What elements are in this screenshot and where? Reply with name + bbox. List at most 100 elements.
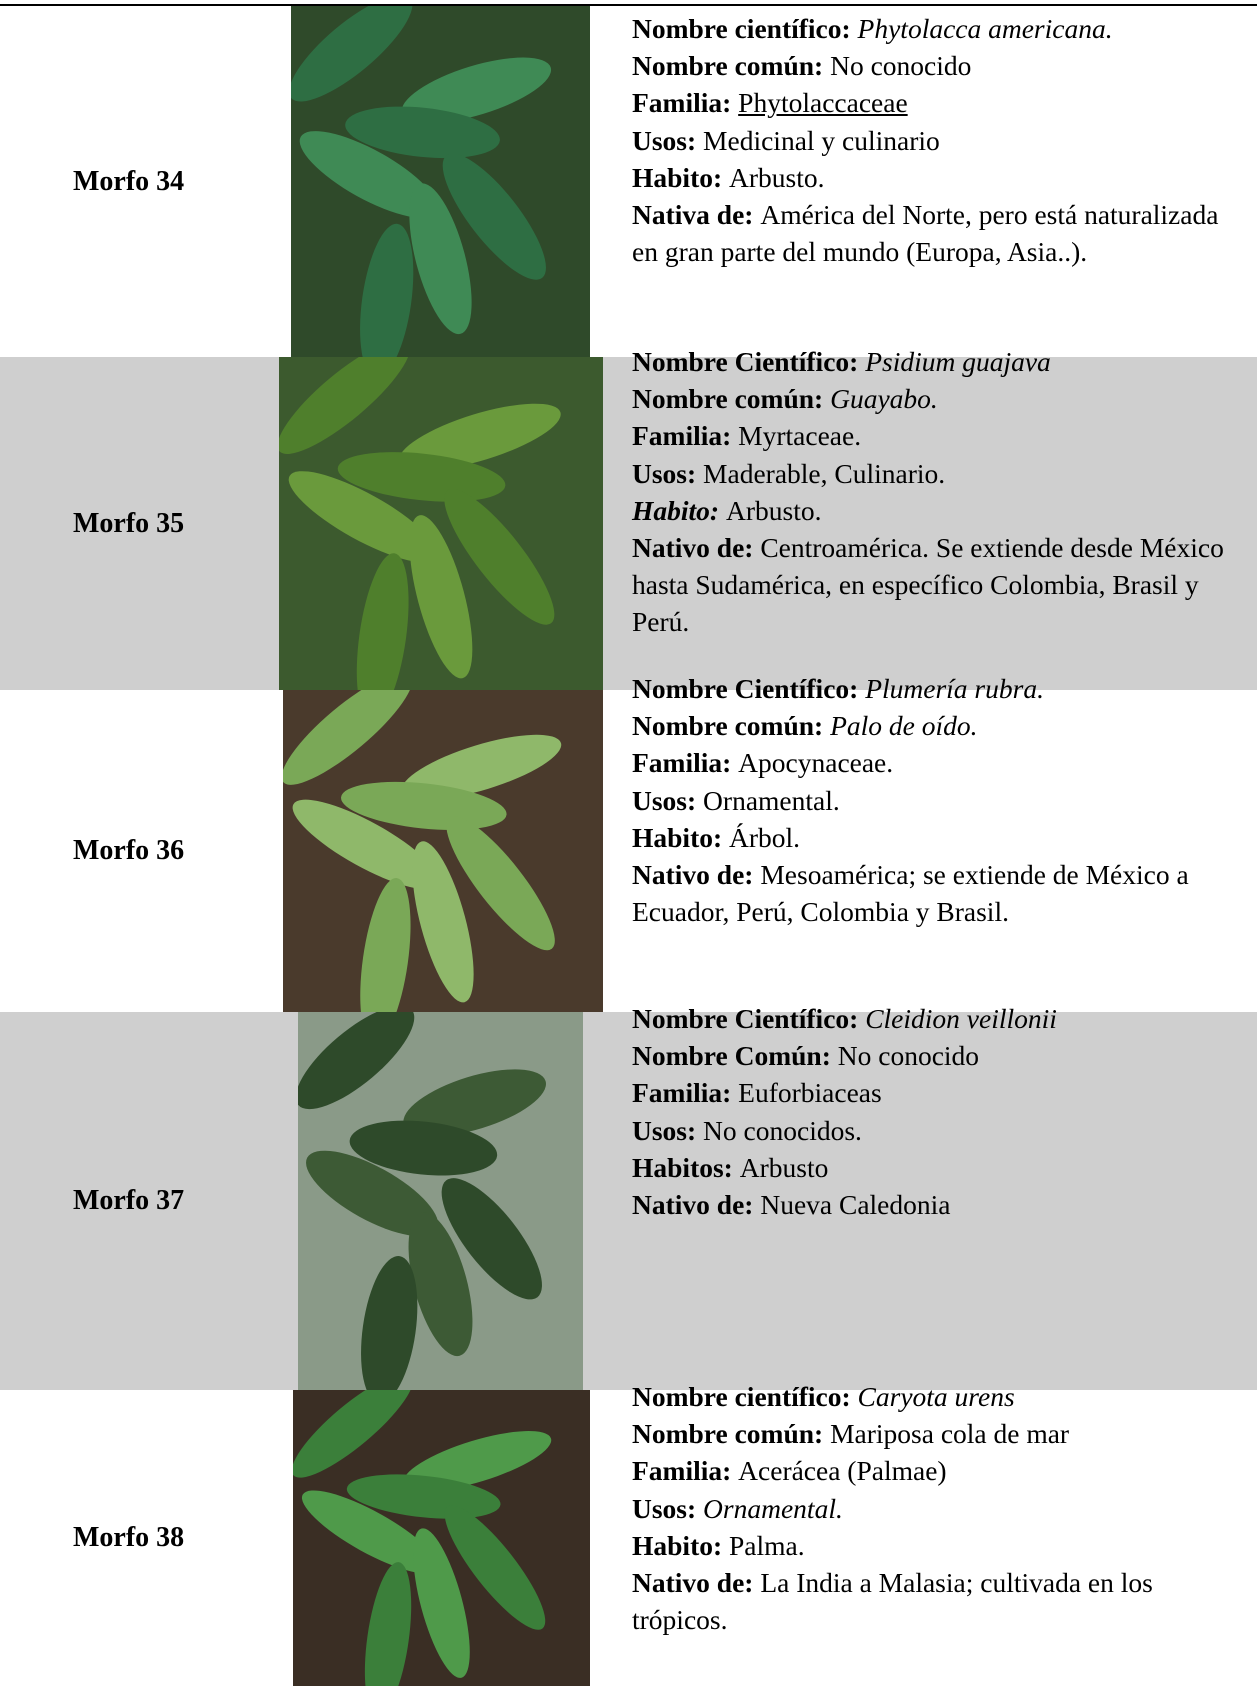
field: Familia: Phytolaccaceae bbox=[632, 84, 1244, 121]
field-label: Usos: bbox=[632, 1492, 697, 1524]
field: Nativo de: Nueva Caledonia bbox=[632, 1186, 1244, 1223]
field-label: Nombre científico: bbox=[632, 1381, 851, 1412]
field-value: Centroamérica. Se extiende desde México … bbox=[632, 532, 1224, 638]
field: Nombre Científico: Plumería rubra. bbox=[632, 670, 1244, 707]
field: Familia: Myrtaceae. bbox=[632, 417, 1244, 454]
morfo-label: Morfo 36 bbox=[73, 835, 185, 866]
field-label: Nativo de: bbox=[632, 532, 754, 564]
field-label: Nombre común: bbox=[632, 50, 824, 82]
field: Nombre Científico: Cleidion veillonii bbox=[632, 1000, 1244, 1037]
field-value: Palo de oído. bbox=[830, 710, 978, 742]
photo-art bbox=[279, 357, 603, 690]
field-value: Arbusto. bbox=[729, 161, 825, 193]
description: Nombre científico: Phytolacca americana. N… bbox=[632, 10, 1244, 270]
field-value: América del Norte, pero está naturalizad… bbox=[632, 199, 1219, 268]
field-value: Nueva Caledonia bbox=[760, 1189, 951, 1221]
field-label: Nombre científico: bbox=[632, 13, 851, 44]
description: Nombre Científico: Cleidion veillonii Nomb… bbox=[632, 1000, 1244, 1223]
field-value: Medicinal y culinario bbox=[703, 124, 940, 156]
field-value: Apocynaceae. bbox=[738, 747, 894, 779]
field: Habitos: Arbusto bbox=[632, 1149, 1244, 1186]
field: Habito: Arbusto. bbox=[632, 492, 1244, 529]
plant-photo bbox=[293, 1390, 590, 1686]
field-label: Familia: bbox=[632, 420, 732, 452]
field-value: Plumería rubra. bbox=[865, 673, 1044, 704]
field: Nombre científico: Phytolacca americana. bbox=[632, 10, 1244, 47]
field-value: Mariposa cola de mar bbox=[830, 1418, 1070, 1450]
field: Nativo de: La India a Malasia; cultivada … bbox=[632, 1564, 1244, 1638]
field-label: Nativo de: bbox=[632, 1567, 754, 1599]
table-row: Morfo 35 Nombre Científico: Psidium guajav… bbox=[0, 346, 1257, 690]
field-value: Maderable, Culinario. bbox=[703, 457, 946, 489]
field-value: Arbusto. bbox=[725, 494, 822, 526]
field-value: La India a Malasia; cultivada en los tró… bbox=[632, 1567, 1153, 1636]
field-value: No conocido bbox=[837, 1040, 980, 1072]
field: Usos: Ornamental. bbox=[632, 782, 1244, 819]
field-label: Nombre común: bbox=[632, 1418, 824, 1450]
field-value: Euforbiaceas bbox=[738, 1077, 882, 1109]
field: Usos: Medicinal y culinario bbox=[632, 122, 1244, 159]
field: Nombre Común: No conocido bbox=[632, 1037, 1244, 1074]
field-value: No conocidos. bbox=[703, 1114, 862, 1146]
field-value: Cleidion veillonii bbox=[865, 1003, 1057, 1034]
field-label: Habito: bbox=[632, 494, 720, 526]
field: Nativa de: América del Norte, pero está n… bbox=[632, 196, 1244, 270]
description: Nombre científico: Caryota urens Nombre co… bbox=[632, 1378, 1244, 1638]
field-value: Árbol. bbox=[729, 821, 801, 853]
table-row: Morfo 36 Nombre Científico: Plumería rubra… bbox=[0, 673, 1257, 1012]
field-label: Habito: bbox=[632, 161, 723, 193]
morfo-label: Morfo 35 bbox=[73, 507, 185, 539]
field: Familia: Apocynaceae. bbox=[632, 744, 1244, 781]
field: Nativo de: Mesoamérica; se extiende de Mé… bbox=[632, 856, 1244, 930]
field-label: Familia: bbox=[632, 87, 732, 119]
field-value: Mesoamérica; se extiende de México a Ecu… bbox=[632, 859, 1189, 928]
field-label: Nombre Científico: bbox=[632, 346, 859, 377]
plant-photo bbox=[291, 6, 590, 357]
photo-art bbox=[293, 1390, 590, 1686]
field-value: Arbusto bbox=[739, 1151, 829, 1183]
photo-art bbox=[283, 690, 603, 1012]
field-value: Ornamental. bbox=[703, 784, 840, 816]
field-label: Nombre común: bbox=[632, 710, 824, 742]
field: Habito: Palma. bbox=[632, 1527, 1244, 1564]
photo-art bbox=[291, 6, 590, 357]
field-label: Habito: bbox=[632, 821, 723, 853]
field-label: Nombre Científico: bbox=[632, 673, 859, 704]
field: Familia: Euforbiaceas bbox=[632, 1074, 1244, 1111]
field-label: Usos: bbox=[632, 124, 697, 156]
plant-photo bbox=[279, 357, 603, 690]
field-value: No conocido bbox=[830, 50, 972, 82]
field-label: Nativo de: bbox=[632, 859, 754, 891]
field-label: Habitos: bbox=[632, 1151, 733, 1183]
field-value: Psidium guajava bbox=[865, 346, 1051, 377]
field: Nombre común: No conocido bbox=[632, 47, 1244, 84]
plant-photo bbox=[298, 1012, 583, 1390]
field-label: Nativa de: bbox=[632, 199, 754, 231]
field-value: Phytolacca americana. bbox=[857, 13, 1113, 44]
field: Nombre común: Palo de oído. bbox=[632, 707, 1244, 744]
field-value: Phytolaccaceae bbox=[738, 87, 908, 119]
field: Habito: Arbusto. bbox=[632, 159, 1244, 196]
field-label: Habito: bbox=[632, 1529, 723, 1561]
field-label: Usos: bbox=[632, 1114, 697, 1146]
field: Usos: Maderable, Culinario. bbox=[632, 455, 1244, 492]
field-label: Nombre común: bbox=[632, 383, 824, 415]
description: Nombre Científico: Psidium guajava Nombre … bbox=[632, 343, 1244, 641]
field: Nombre Científico: Psidium guajava bbox=[632, 343, 1244, 380]
field: Usos: Ornamental. bbox=[632, 1490, 1244, 1527]
photo-art bbox=[298, 1012, 583, 1390]
field-label: Nativo de: bbox=[632, 1189, 754, 1221]
morfo-label: Morfo 37 bbox=[73, 1185, 185, 1216]
field-value: Acerácea (Palmae) bbox=[738, 1455, 947, 1487]
field: Nativo de: Centroamérica. Se extiende des… bbox=[632, 529, 1244, 641]
field: Nombre común: Guayabo. bbox=[632, 380, 1244, 417]
morfo-label: Morfo 38 bbox=[73, 1522, 185, 1553]
field-label: Familia: bbox=[632, 1077, 732, 1109]
field-value: Guayabo. bbox=[830, 383, 938, 415]
field: Familia: Acerácea (Palmae) bbox=[632, 1452, 1244, 1489]
plant-photo bbox=[283, 690, 603, 1012]
field-label: Usos: bbox=[632, 457, 697, 489]
field-label: Nombre Común: bbox=[632, 1040, 831, 1072]
